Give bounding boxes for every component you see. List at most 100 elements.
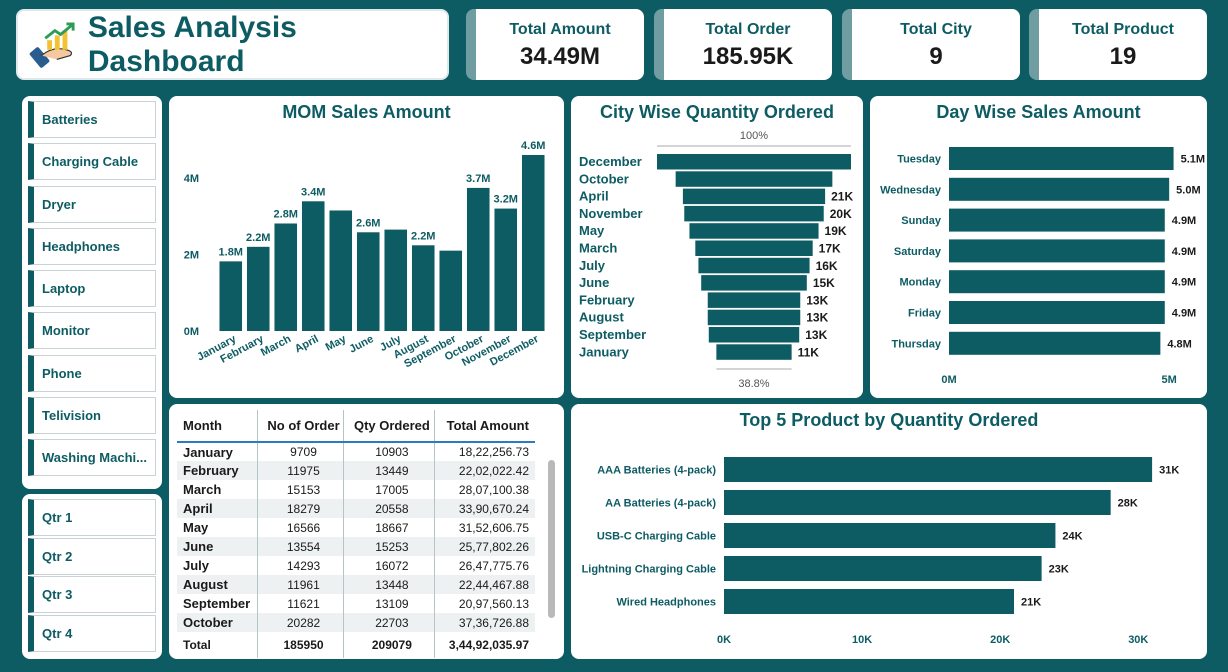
kpi-total-order: Total Order 185.95K <box>654 9 832 80</box>
x-tick-label: 5M <box>1162 374 1177 386</box>
bar-april[interactable] <box>301 201 325 331</box>
bar-saturday[interactable] <box>949 239 1165 263</box>
bar-lightning-charging-cable[interactable] <box>724 556 1042 581</box>
monthly-table: Month No of Order Qty Ordered Total Amou… <box>177 410 535 658</box>
funnel-bar-august[interactable] <box>707 309 801 326</box>
funnel-category-label: October <box>579 171 629 186</box>
bar-october[interactable] <box>466 187 490 331</box>
mom-sales-chart-card: MOM Sales Amount 0M 2M 4M 1.8M January 2.2M Fe… <box>169 96 564 398</box>
chart-title: MOM Sales Amount <box>282 102 451 122</box>
slicer-item-laptop[interactable]: Laptop <box>28 270 156 308</box>
slicer-item-monitor[interactable]: Monitor <box>28 312 156 350</box>
qty-cell: 15253 <box>343 537 435 556</box>
bar-june[interactable] <box>356 232 380 331</box>
category-label: Monday <box>899 277 941 289</box>
city-quantity-funnel: 100% December October April 21K November 20K Ma… <box>579 130 853 390</box>
table-row: September 11621 13109 20,97,560.13 <box>177 594 535 613</box>
slicer-item-charging-cable[interactable]: Charging Cable <box>28 143 156 181</box>
funnel-bar-may[interactable] <box>689 223 819 239</box>
data-label: 24K <box>1062 531 1082 543</box>
table-scrollbar[interactable] <box>548 460 555 618</box>
x-tick-label: May <box>324 333 349 354</box>
data-label: 3.4M <box>301 186 325 198</box>
funnel-category-label: July <box>579 258 606 273</box>
column-header[interactable]: Qty Ordered <box>343 410 435 443</box>
data-label: 13K <box>805 328 827 342</box>
kpi-label: Total Product <box>1072 20 1174 38</box>
category-label: Wednesday <box>880 184 942 196</box>
kpi-value: 34.49M <box>519 42 601 70</box>
slicer-item-headphones[interactable]: Headphones <box>28 227 156 265</box>
funnel-category-label: November <box>579 206 643 221</box>
funnel-category-label: April <box>579 189 609 204</box>
month-cell: February <box>183 463 239 478</box>
slicer-item-qtr-4[interactable]: Qtr 4 <box>28 614 156 652</box>
category-label: Sunday <box>901 215 942 227</box>
slicer-item-dryer[interactable]: Dryer <box>28 185 156 223</box>
bar-november[interactable] <box>494 208 518 331</box>
bar-monday[interactable] <box>949 270 1165 294</box>
funnel-bar-october[interactable] <box>675 171 833 187</box>
column-header[interactable]: No of Order <box>256 410 344 443</box>
kpi-total-product: Total Product 19 <box>1029 9 1207 80</box>
funnel-bar-november[interactable] <box>684 205 824 222</box>
data-label: 4.9M <box>1172 308 1196 320</box>
bar-february[interactable] <box>246 246 270 331</box>
data-label: 3.2M <box>494 194 518 206</box>
x-tick-label: March <box>259 333 293 359</box>
category-label: USB-C Charging Cable <box>597 531 716 543</box>
table-row: July 14293 16072 26,47,775.76 <box>177 556 535 575</box>
bar-may[interactable] <box>329 210 353 331</box>
bar-august[interactable] <box>411 245 435 331</box>
funnel-top-label: 100% <box>740 130 768 142</box>
data-label: 19K <box>825 224 847 238</box>
bar-december[interactable] <box>521 155 545 331</box>
amount-cell: 20,97,560.13 <box>433 594 535 613</box>
funnel-bar-january[interactable] <box>716 344 792 360</box>
bar-sunday[interactable] <box>949 208 1165 232</box>
column-header[interactable]: Month <box>177 410 258 443</box>
bar-january[interactable] <box>219 261 243 331</box>
bar-thursday[interactable] <box>949 331 1161 355</box>
mom-sales-chart: 0M2M4M1.8MJanuary2.2MFebruary2.8MMarch3.… <box>184 140 546 370</box>
bar-wired-headphones[interactable] <box>724 589 1014 614</box>
bar-july[interactable] <box>384 229 408 331</box>
x-tick-label: 20K <box>990 634 1010 646</box>
bar-tuesday[interactable] <box>949 147 1174 170</box>
data-label: 4.9M <box>1172 215 1196 227</box>
amount-cell: 18,22,256.73 <box>433 442 535 461</box>
data-label: 3.7M <box>466 173 490 185</box>
slicer-item-washing-machine[interactable]: Washing Machi... <box>28 439 156 477</box>
funnel-bar-june[interactable] <box>701 275 807 291</box>
bar-wednesday[interactable] <box>949 177 1170 201</box>
funnel-bar-september[interactable] <box>708 327 800 343</box>
total-qty: 209079 <box>343 632 435 658</box>
slicer-item-phone[interactable]: Phone <box>28 354 156 392</box>
slicer-item-television[interactable]: Telivision <box>28 397 156 435</box>
bar-september[interactable] <box>439 250 463 331</box>
month-cell: July <box>183 558 210 573</box>
category-label: AA Batteries (4-pack) <box>605 498 716 510</box>
slicer-item-qtr-2[interactable]: Qtr 2 <box>28 537 156 575</box>
funnel-bar-march[interactable] <box>695 240 813 257</box>
bar-friday[interactable] <box>949 301 1165 324</box>
orders-cell: 16566 <box>256 518 344 537</box>
bar-march[interactable] <box>274 223 298 331</box>
bar-aa-batteries-4-pack-[interactable] <box>724 490 1111 515</box>
slicer-item-batteries[interactable]: Batteries <box>28 101 156 138</box>
funnel-category-label: March <box>579 241 617 256</box>
amount-cell: 31,52,606.75 <box>433 518 535 537</box>
funnel-bar-february[interactable] <box>707 292 801 308</box>
funnel-bar-july[interactable] <box>698 257 810 274</box>
slicer-item-qtr-3[interactable]: Qtr 3 <box>28 576 156 613</box>
funnel-bar-april[interactable] <box>682 188 826 205</box>
column-header[interactable]: Total Amount <box>433 410 535 443</box>
bar-aaa-batteries-4-pack-[interactable] <box>724 457 1153 482</box>
funnel-bar-december[interactable] <box>657 154 851 170</box>
month-cell: January <box>183 444 233 460</box>
data-label: 28K <box>1118 498 1138 510</box>
category-label: Lightning Charging Cable <box>582 564 716 576</box>
data-label: 17K <box>819 242 841 256</box>
bar-usb-c-charging-cable[interactable] <box>724 523 1056 548</box>
slicer-item-qtr-1[interactable]: Qtr 1 <box>28 499 156 536</box>
